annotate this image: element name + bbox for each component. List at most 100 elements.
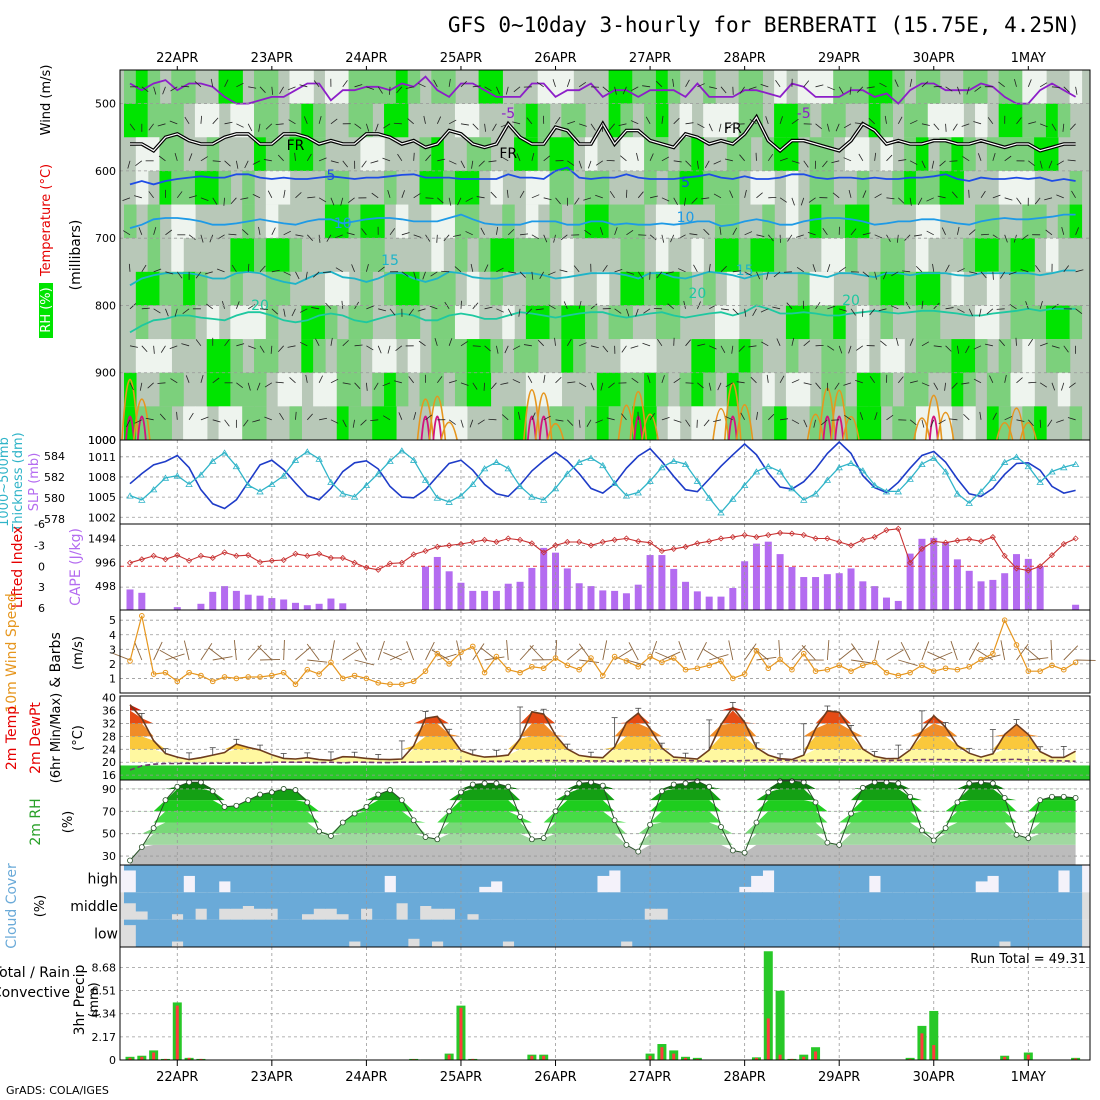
wind-barb [128,263,131,272]
wind-barb [240,197,249,200]
wind-barb [382,157,391,162]
wind-barb [1056,419,1064,423]
cloud-bar [797,865,811,893]
rh-cell [265,103,279,138]
wind-barb [897,376,904,384]
lifted-index-marker [434,543,441,550]
cloud-bar [573,892,586,920]
rh-cell [525,271,539,306]
wind-barb [708,123,713,132]
wind10-marker [576,666,582,673]
isotherm-plus5 [129,166,1076,186]
cloud-bar [324,919,338,947]
cape-bar [504,583,512,610]
cloud-bar [289,865,302,893]
rh-cell [608,406,622,440]
cloud-bar [313,865,326,893]
cloud-bar [655,919,669,947]
lifted-index-marker [859,536,866,543]
wind-barb-10m [626,659,646,666]
wind-barb [874,193,882,199]
wind-barb [547,271,556,276]
wind-barb-10m [257,645,273,661]
wind-barb [370,160,379,164]
rh-cell [230,103,243,138]
wind-barb [931,160,935,169]
wind10-marker [162,669,169,676]
wind-barb [212,117,219,125]
rh-cell [254,103,267,138]
rh-cell [324,70,338,104]
thickness-marker [315,455,323,462]
rh-cell [1010,372,1023,407]
wind-barb [496,267,504,273]
wind-barb [1004,416,1013,421]
wind-barb [902,270,911,273]
wind-barb [587,160,592,169]
wind-barb [490,382,497,390]
rh-cell [218,339,232,373]
wind-barb [962,156,970,162]
wind-barb [264,382,273,388]
wind-barb [921,160,926,169]
cloud-bar [183,919,196,947]
wind-barb [247,263,250,272]
lifted-index-marker [1037,563,1044,570]
wind10-marker [694,665,701,672]
wind-barb [393,122,402,125]
rh-cell [880,137,893,171]
wind-barb [335,234,343,239]
wind-barb [709,345,717,350]
cape-bar [433,556,441,610]
wind10-marker [860,662,866,669]
date-label-top: 22APR [156,51,198,66]
wind10-marker [198,672,204,679]
rh-cell [1022,238,1035,272]
cloud-bar [596,865,610,876]
hot-isotherm [928,415,939,441]
wind-barb [848,345,852,354]
thickness-marker [362,481,371,489]
isotherm-label: -5 [797,106,811,122]
rh-cell [762,406,775,440]
rh-cell [419,271,432,306]
cloud-bar [1045,919,1059,947]
wind-barb [968,229,976,236]
wind-barb [413,234,422,238]
cloud-bar [1057,892,1071,920]
cloud-bar [726,865,740,893]
cloud-bar [584,919,598,947]
cape-bar [256,595,264,610]
rh-cell [986,204,1000,239]
thickness-marker [469,480,477,487]
rh-cell [502,406,515,440]
precip-conv-bar [447,1054,451,1060]
wind-barb [483,382,485,391]
wind-barb [1028,381,1037,384]
wind-barb [740,412,745,421]
rh-cell [1022,103,1035,138]
rh-cell [644,170,657,205]
wind-barb [909,338,914,346]
wind-barb [1063,86,1070,93]
dewpoint-line [129,758,1076,771]
rh-cell [313,339,326,373]
wind10-marker [670,655,677,661]
wind10-axis-label: 10m Wind Speed [4,593,20,712]
rh-cell [904,406,917,440]
wind-barb [896,234,899,243]
wind-barb [856,345,864,351]
rh-cell [395,372,409,407]
wind-barb [1063,345,1069,353]
wind10-marker [741,671,748,677]
warm-isotherm [629,390,648,441]
wind-barb [945,264,950,273]
wind-axis-label: Wind (m/s) [39,65,54,136]
wind-barb [838,345,843,354]
rh-cell [963,70,976,104]
wind10-marker [209,678,216,685]
rh-cell [679,372,693,407]
rh-marker [150,825,157,831]
rh-cell [514,137,527,171]
